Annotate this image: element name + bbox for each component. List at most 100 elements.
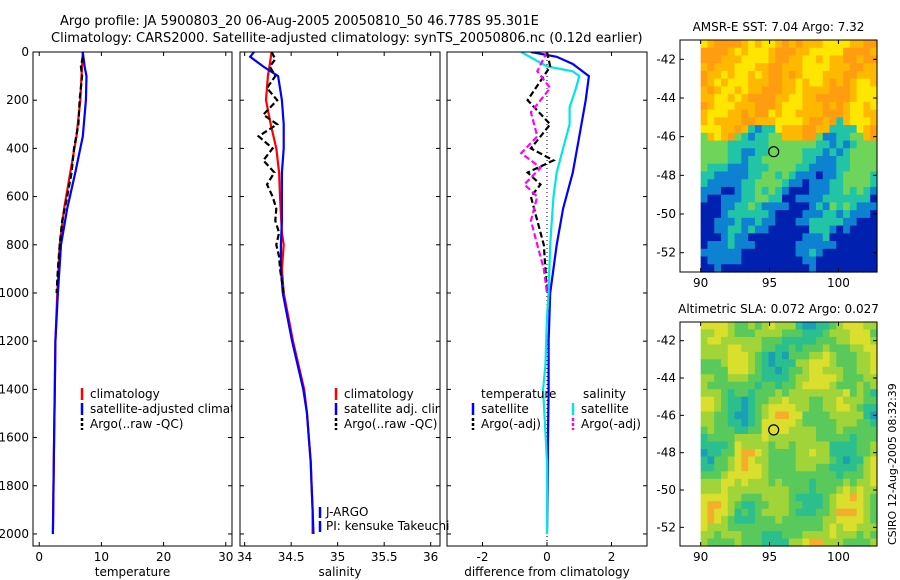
grid-cell: [829, 256, 837, 265]
grid-cell: [748, 140, 756, 149]
grid-cell: [734, 448, 742, 457]
grid-cell: [700, 194, 709, 203]
grid-cell: [782, 329, 790, 338]
grid-cell: [829, 264, 837, 273]
sst-map-panel: AMSR-E SST: 7.04 Argo: 7.32-42-44-46-48-…: [656, 20, 878, 290]
grid-cell: [802, 434, 810, 443]
grid-cell: [761, 264, 770, 273]
grid-cell: [714, 404, 722, 413]
grid-cell: [754, 508, 763, 517]
grid-cell: [741, 241, 749, 250]
grid-cell: [863, 194, 871, 203]
grid-cell: [863, 516, 871, 525]
grid-cell: [768, 109, 776, 118]
grid-cell: [795, 516, 803, 525]
grid-cell: [741, 264, 749, 273]
grid-cell: [836, 63, 844, 72]
grid-cell: [700, 448, 709, 457]
grid-cell: [748, 225, 756, 234]
grid-cell: [843, 396, 851, 405]
grid-cell: [856, 140, 865, 149]
grid-cell: [727, 163, 736, 173]
grid-cell: [761, 374, 770, 383]
grid-cell: [815, 396, 824, 405]
grid-cell: [748, 322, 756, 331]
grid-cell: [700, 501, 709, 510]
grid-cell: [829, 531, 837, 540]
grid-cell: [775, 163, 783, 173]
grid-cell: [748, 241, 756, 250]
grid-cell: [829, 241, 837, 250]
grid-cell: [768, 322, 776, 331]
grid-cell: [829, 448, 837, 457]
grid-cell: [815, 241, 824, 250]
grid-cell: [795, 434, 803, 443]
grid-cell: [721, 210, 729, 219]
grid-cell: [843, 117, 851, 126]
grid-cell: [856, 441, 865, 450]
grid-cell: [856, 508, 865, 517]
grid-cell: [782, 225, 790, 234]
grid-cell: [849, 501, 858, 510]
grid-cell: [721, 344, 729, 353]
grid-cell: [734, 404, 742, 413]
grid-cell: [734, 163, 742, 173]
grid-cell: [707, 179, 715, 188]
grid-cell: [734, 463, 742, 472]
grid-cell: [822, 109, 831, 118]
grid-cell: [849, 210, 858, 219]
grid-cell: [809, 322, 817, 331]
grid-cell: [863, 381, 871, 390]
grid-cell: [734, 202, 742, 211]
grid-cell: [782, 248, 790, 258]
temperature-series-2: [55, 56, 84, 294]
grid-cell: [795, 148, 803, 157]
grid-cell: [775, 389, 783, 398]
grid-cell: [741, 478, 749, 487]
grid-cell: [721, 217, 729, 227]
grid-cell: [815, 426, 824, 435]
grid-cell: [870, 156, 878, 165]
grid-cell: [734, 55, 742, 64]
grid-cell: [775, 322, 783, 331]
grid-cell: [782, 434, 790, 443]
grid-cell: [802, 336, 810, 345]
grid-cell: [754, 179, 763, 188]
grid-cell: [754, 248, 763, 258]
grid-cell: [815, 70, 824, 80]
grid-cell: [856, 86, 865, 95]
grid-cell: [849, 125, 858, 134]
grid-cell: [741, 501, 749, 510]
grid-cell: [775, 351, 783, 360]
grid-cell: [829, 366, 837, 375]
grid-cell: [870, 101, 878, 111]
grid-cell: [863, 486, 871, 495]
grid-cell: [829, 426, 837, 435]
grid-cell: [714, 241, 722, 250]
grid-cell: [754, 225, 763, 234]
grid-cell: [809, 40, 817, 49]
grid-cell: [761, 396, 770, 405]
x-tick-label: 95: [762, 276, 777, 290]
grid-cell: [782, 523, 790, 532]
grid-cell: [822, 396, 831, 405]
annotation-text: J-ARGO: [325, 505, 368, 519]
grid-cell: [802, 531, 810, 540]
grid-cell: [761, 471, 770, 480]
grid-cell: [802, 501, 810, 510]
grid-cell: [714, 125, 722, 134]
grid-cell: [707, 148, 715, 157]
grid-cell: [761, 40, 770, 49]
grid-cell: [815, 344, 824, 353]
grid-cell: [843, 366, 851, 375]
grid-cell: [822, 508, 831, 517]
grid-cell: [768, 171, 776, 180]
grid-cell: [856, 351, 865, 360]
grid-cell: [822, 478, 831, 487]
grid-cell: [721, 63, 729, 72]
grid-cell: [863, 523, 871, 532]
grid-cell: [714, 441, 722, 450]
grid-cell: [727, 248, 736, 258]
grid-cell: [802, 101, 810, 111]
temperature-xlabel: temperature: [95, 565, 170, 579]
